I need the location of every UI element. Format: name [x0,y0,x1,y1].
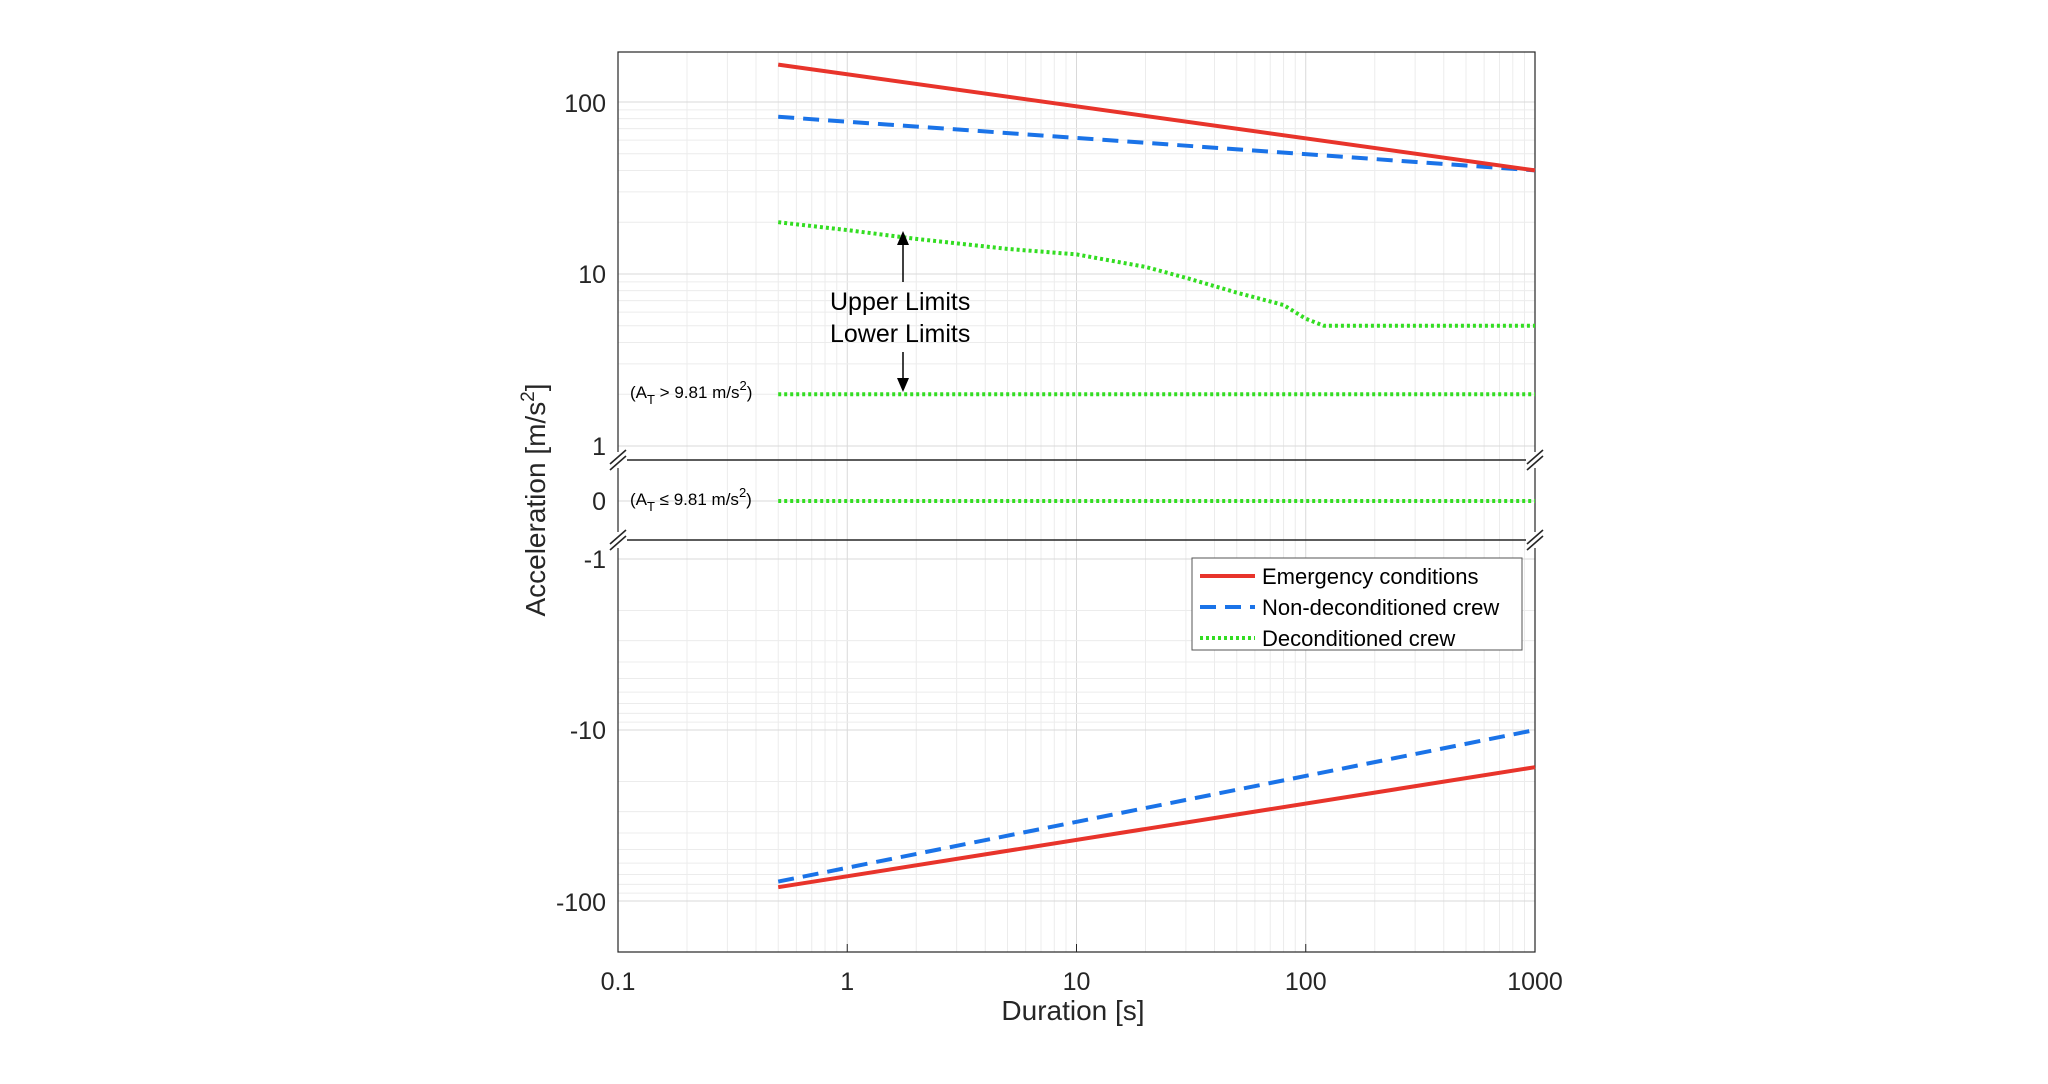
y-tick-label: 1 [592,433,606,461]
y-tick-label: -100 [556,889,606,917]
axis-break-mark [609,529,627,545]
y-tick-label: 0 [592,488,606,516]
legend-label-non-deconditioned: Non-deconditioned crew [1262,595,1499,620]
y-tick-label: 100 [564,90,606,118]
axis-break-mask [609,532,627,548]
upper-limits-label: Upper Limits [830,288,970,316]
axis-break-mask [1526,532,1544,548]
axis-break-mark [609,455,627,471]
series-line-non-deconditioned-upper [778,114,1536,173]
legend-box [1191,557,1523,651]
axis-break-mark [1526,529,1544,545]
axis-break-mask [609,452,627,468]
condition-at-less-equal-label: (AT ≤ 9.81 m/s2) [630,485,752,514]
upper-limits-arrowhead [897,231,909,245]
series-line-emergency-upper [777,62,1536,173]
y-tick-label: -1 [584,546,606,574]
axis-break-mask [1526,452,1544,468]
axes [609,51,1544,953]
x-tick-label: 1 [840,968,854,996]
axis-break-mark [1526,449,1544,465]
annotations: Upper Limits Lower Limits (AT > 9.81 m/s… [630,231,970,514]
axis-break-mark [609,535,627,551]
y-axis-title: Acceleration [m/s2] [518,383,551,616]
series-line-non-deconditioned-lower [777,728,1536,884]
series-line-emergency-lower [777,765,1536,890]
axis-break-mark [1526,455,1544,471]
lower-limits-label: Lower Limits [830,320,970,348]
x-tick-label: 0.1 [601,968,636,996]
x-tick-label: 1000 [1507,968,1563,996]
grid-lines [617,52,1536,952]
y-tick-label: 10 [578,261,606,289]
axis-break-mark [1526,535,1544,551]
legend-label-emergency: Emergency conditions [1262,564,1478,589]
x-tick-label: 100 [1285,968,1327,996]
x-tick-label: 10 [1063,968,1091,996]
x-axis-title: Duration [s] [1001,995,1144,1026]
series-layer [777,62,1536,890]
legend: Emergency conditions Non-deconditioned c… [1191,557,1523,651]
axis-break-mark [609,449,627,465]
legend-label-deconditioned: Deconditioned crew [1262,626,1455,651]
condition-at-greater-label: (AT > 9.81 m/s2) [630,378,752,407]
y-tick-label: -10 [570,717,606,745]
lower-limits-arrowhead [897,378,909,392]
